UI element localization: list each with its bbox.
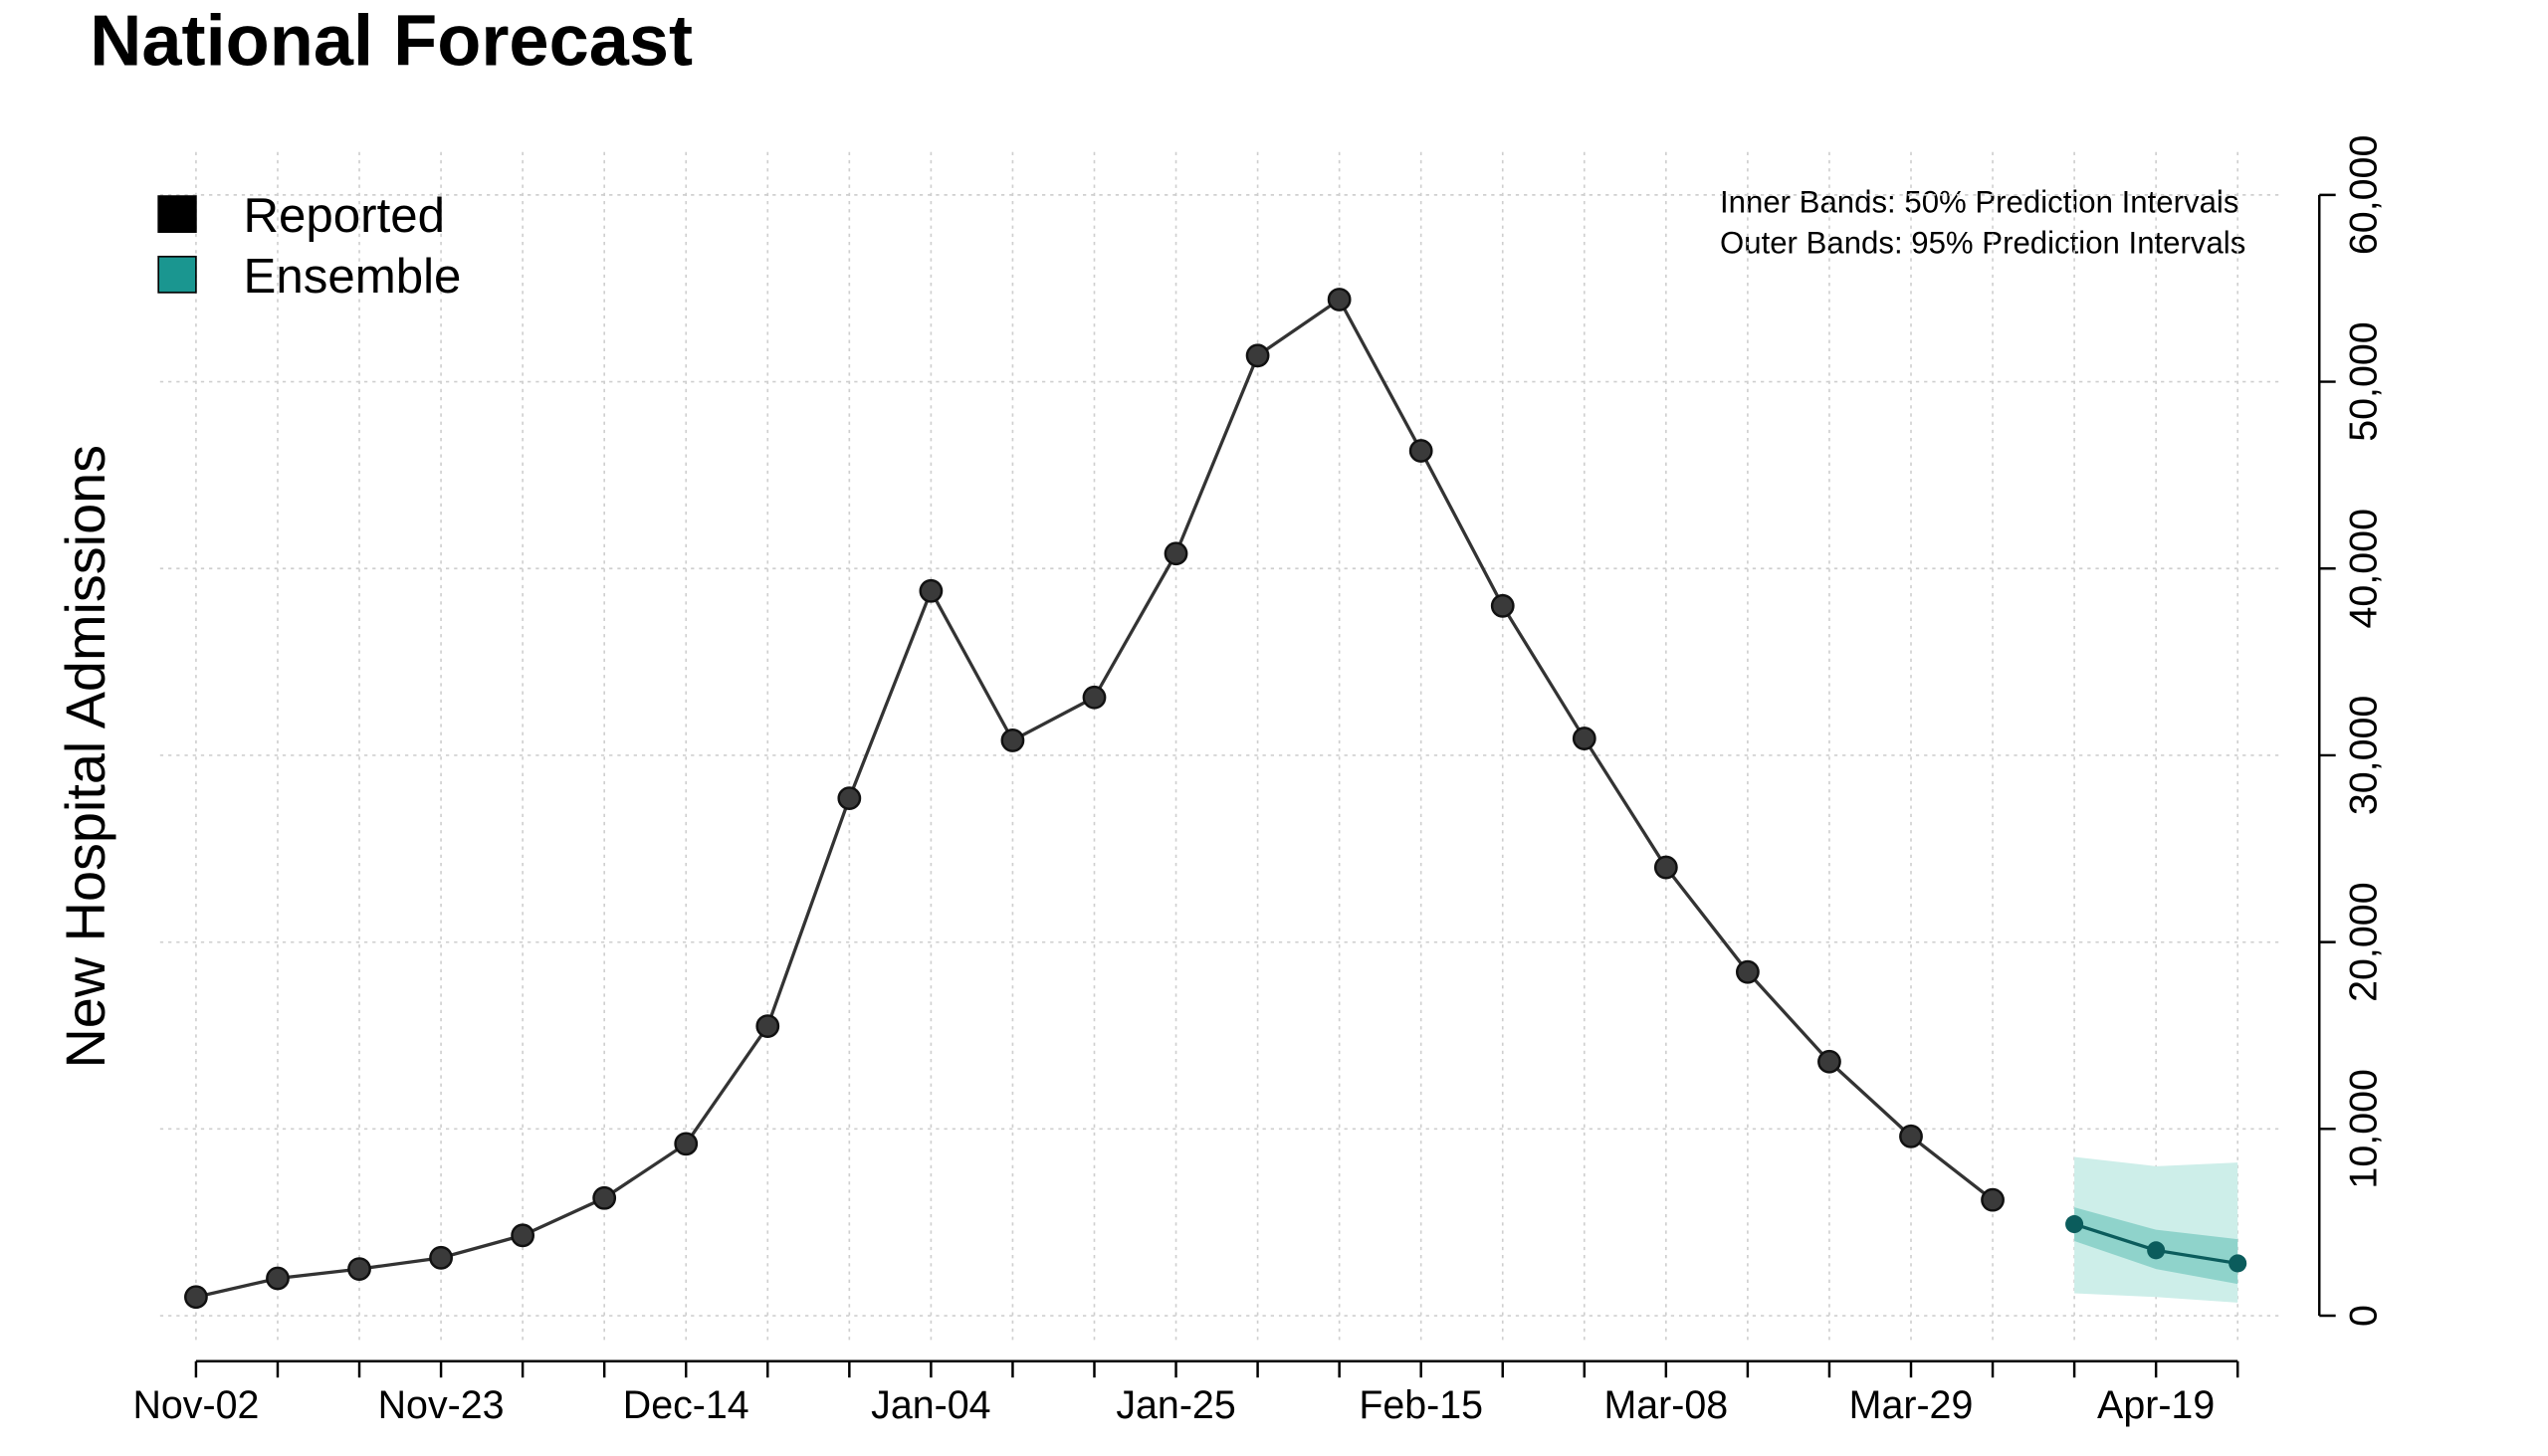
data-point	[1653, 855, 1678, 880]
y-tick-label: 60,000	[2342, 135, 2386, 255]
data-point	[1408, 439, 1433, 463]
data-point	[511, 1223, 535, 1248]
data-point	[1164, 541, 1188, 566]
data-point	[1000, 728, 1025, 752]
data-point	[2147, 1241, 2166, 1260]
data-point	[1245, 343, 1270, 368]
y-tick-label: 50,000	[2342, 321, 2386, 441]
legend-swatch	[157, 255, 197, 294]
data-point	[592, 1185, 617, 1210]
data-point	[429, 1245, 453, 1270]
data-point	[1327, 288, 1352, 312]
y-tick-label: 10,000	[2342, 1069, 2386, 1188]
x-tick-label: Jan-04	[871, 1383, 990, 1427]
data-point	[347, 1257, 371, 1282]
data-point	[674, 1132, 699, 1156]
data-point	[837, 786, 862, 811]
data-point	[919, 578, 944, 603]
x-tick-label: Feb-15	[1359, 1383, 1483, 1427]
annotation: Outer Bands: 95% Prediction Intervals	[1720, 225, 2245, 260]
x-tick-label: Mar-29	[1849, 1383, 1974, 1427]
data-point	[2065, 1215, 2084, 1234]
data-point	[1082, 685, 1107, 710]
y-axis-label: New Hospital Admissions	[54, 445, 116, 1069]
x-tick-label: Nov-23	[378, 1383, 505, 1427]
y-tick-label: 30,000	[2342, 696, 2386, 815]
data-point	[1899, 1124, 1923, 1148]
data-point	[755, 1014, 780, 1039]
legend-label: Reported	[244, 188, 445, 243]
x-tick-label: Dec-14	[623, 1383, 749, 1427]
x-tick-label: Mar-08	[1603, 1383, 1728, 1427]
y-tick-label: 40,000	[2342, 509, 2386, 628]
x-tick-label: Jan-25	[1116, 1383, 1235, 1427]
data-point	[1490, 593, 1515, 618]
legend-swatch	[157, 195, 197, 233]
data-point	[1981, 1187, 2005, 1212]
data-point	[1572, 727, 1596, 750]
annotation: Inner Bands: 50% Prediction Intervals	[1720, 184, 2238, 219]
x-tick-label: Nov-02	[132, 1383, 259, 1427]
legend-label: Ensemble	[244, 249, 462, 304]
chart-title: National Forecast	[90, 2, 693, 82]
y-tick-label: 0	[2342, 1305, 2386, 1327]
data-point	[2229, 1254, 2247, 1273]
data-point	[266, 1266, 290, 1291]
x-tick-label: Apr-19	[2097, 1383, 2215, 1427]
y-tick-label: 20,000	[2342, 882, 2386, 1001]
data-point	[1736, 959, 1760, 984]
data-point	[184, 1285, 208, 1310]
data-point	[1817, 1049, 1841, 1074]
